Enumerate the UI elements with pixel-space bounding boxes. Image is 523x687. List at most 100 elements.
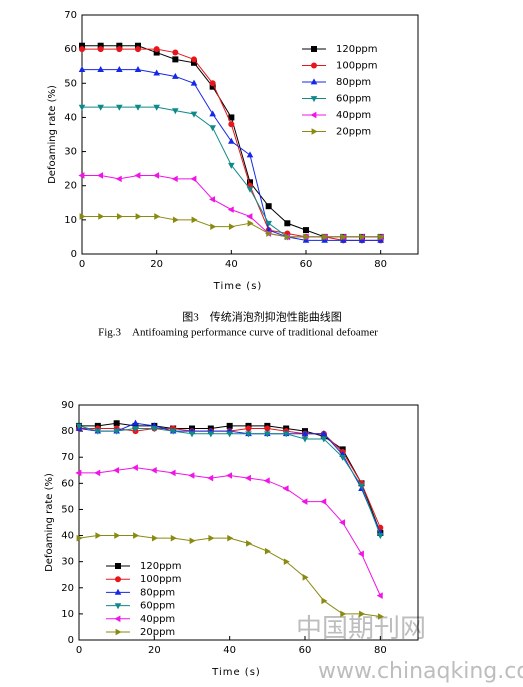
data-point: [116, 213, 123, 220]
x-axis-label: Time (s): [211, 667, 261, 678]
data-point: [264, 431, 271, 438]
data-point: [226, 422, 233, 429]
data-point: [131, 464, 138, 471]
data-point: [377, 533, 384, 540]
series-line: [79, 467, 381, 596]
y-tick-label: 60: [61, 478, 74, 489]
data-point: [79, 46, 85, 53]
legend-label: 60ppm: [140, 601, 175, 612]
data-point: [244, 474, 251, 482]
data-point: [134, 172, 141, 179]
data-point: [209, 125, 216, 132]
data-point: [340, 610, 347, 618]
legend-label: 40ppm: [336, 110, 371, 121]
data-point: [116, 104, 123, 111]
data-point: [340, 233, 347, 241]
y-tick-label: 20: [61, 583, 74, 594]
data-point: [209, 110, 216, 117]
legend-label: 100ppm: [336, 61, 378, 72]
watermark: 中国期刊网: [296, 614, 426, 644]
legend-marker: [311, 128, 318, 135]
data-point: [246, 540, 253, 547]
legend-label: 80ppm: [336, 77, 371, 88]
data-point: [172, 49, 179, 56]
data-point: [246, 151, 254, 158]
x-tick-label: 40: [223, 645, 236, 656]
x-tick-label: 20: [150, 259, 163, 270]
data-point: [263, 477, 270, 485]
data-point: [189, 537, 196, 545]
y-tick-label: 80: [61, 426, 74, 437]
data-point: [265, 220, 272, 227]
data-point: [153, 69, 160, 76]
data-point: [377, 613, 384, 620]
data-point: [227, 534, 234, 542]
y-tick-label: 90: [61, 400, 74, 411]
data-point: [134, 66, 142, 73]
data-point: [301, 436, 309, 443]
data-point: [190, 175, 197, 183]
legend-label: 80ppm: [140, 587, 175, 598]
legend-label: 60ppm: [336, 94, 371, 105]
legend-marker: [310, 96, 318, 103]
y-tick-label: 40: [61, 531, 74, 542]
watermark-url: www.chinaqking.com: [318, 659, 523, 684]
data-point: [208, 534, 215, 542]
legend-marker: [114, 603, 122, 610]
x-tick-label: 80: [374, 645, 387, 656]
series-line: [78, 425, 381, 536]
y-tick-label: 50: [61, 504, 74, 515]
data-point: [190, 79, 198, 86]
series-line: [79, 428, 381, 528]
data-point: [191, 216, 198, 224]
data-point: [78, 66, 86, 73]
data-point: [282, 485, 289, 492]
data-point: [264, 425, 271, 432]
data-point: [376, 592, 383, 599]
data-point: [302, 574, 309, 581]
data-point: [247, 219, 254, 227]
y-tick-label: 10: [64, 215, 77, 226]
data-point: [358, 483, 365, 490]
data-point: [116, 66, 123, 73]
data-point: [133, 532, 140, 539]
data-point: [98, 213, 105, 220]
data-point: [320, 436, 328, 443]
y-axis-label: Defoaming rate (%): [44, 473, 55, 572]
data-point: [284, 220, 291, 227]
y-tick-label: 50: [64, 78, 77, 89]
legend-label: 20ppm: [140, 627, 175, 638]
data-point: [207, 474, 214, 482]
data-point: [169, 469, 176, 477]
series-line: [79, 422, 381, 534]
data-point: [359, 233, 366, 241]
y-axis-label: Defoaming rate (%): [47, 85, 58, 184]
y-tick-label: 0: [71, 249, 77, 260]
data-point: [245, 431, 252, 438]
data-point: [170, 534, 177, 542]
legend-marker: [311, 62, 317, 69]
legend-marker: [115, 628, 122, 636]
y-tick-label: 70: [64, 10, 77, 21]
data-point: [78, 104, 86, 111]
data-point: [135, 213, 142, 220]
data-point: [132, 426, 139, 433]
data-point: [153, 172, 160, 179]
data-point: [209, 80, 216, 87]
data-point: [188, 472, 195, 479]
y-tick-label: 40: [64, 112, 77, 123]
data-point: [321, 597, 328, 605]
series-line: [78, 535, 381, 617]
data-point: [113, 420, 120, 427]
data-point: [301, 430, 309, 437]
data-point: [246, 186, 254, 193]
plot-frame: [81, 14, 419, 255]
data-point: [78, 172, 85, 179]
legend-label: 40ppm: [140, 614, 175, 625]
legend-marker: [114, 615, 121, 623]
data-point: [320, 498, 327, 505]
x-axis-label: Time (s): [213, 281, 263, 292]
data-point: [114, 532, 121, 539]
x-tick-label: 80: [374, 259, 387, 270]
y-tick-label: 10: [61, 609, 74, 620]
